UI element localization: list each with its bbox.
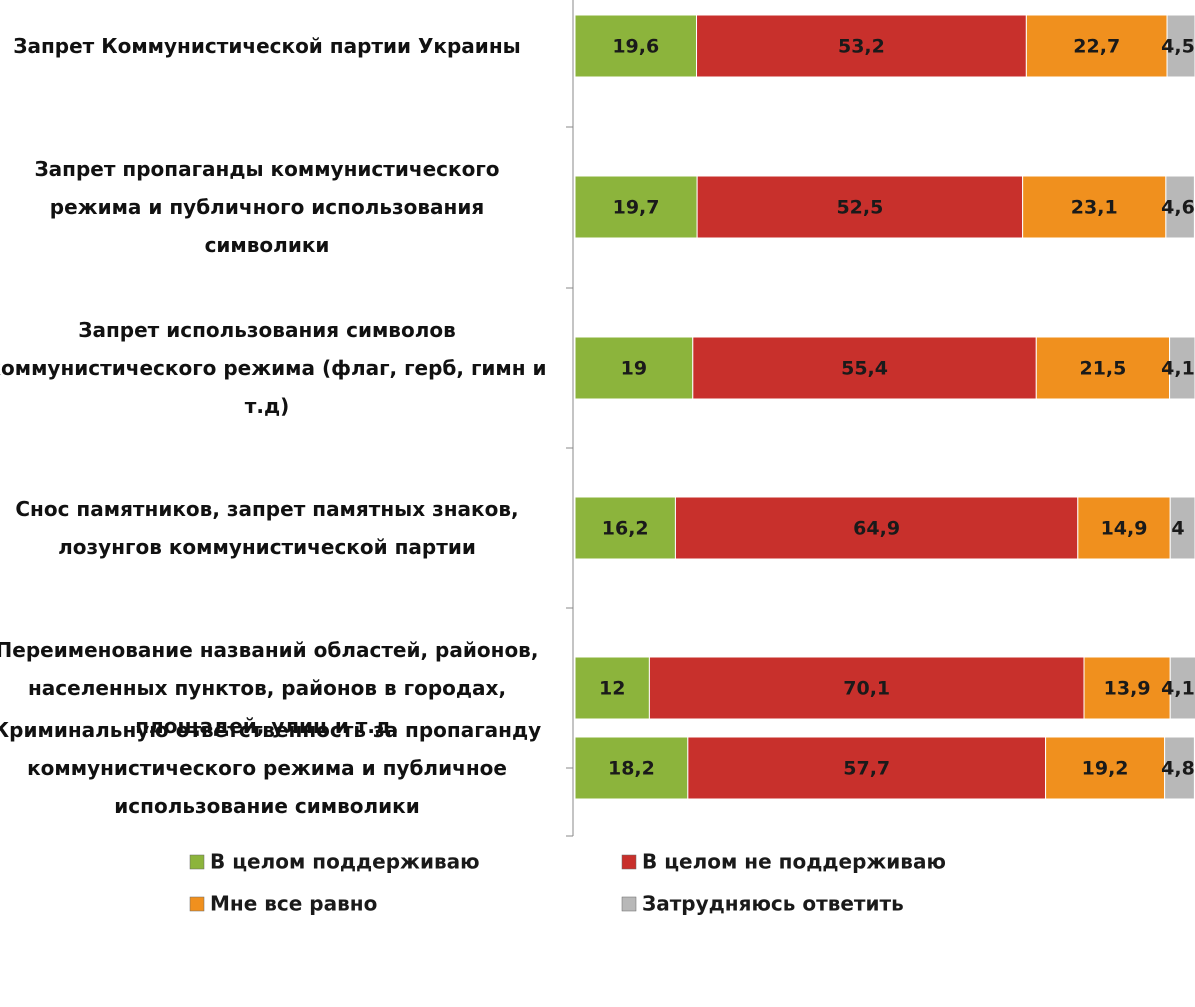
legend-swatch bbox=[621, 896, 637, 912]
value-label: 70,1 bbox=[843, 678, 890, 700]
category-label: Криминальную ответственность за пропаган… bbox=[0, 718, 542, 818]
legend-label: В целом поддерживаю bbox=[210, 850, 480, 874]
value-label: 4,8 bbox=[1161, 758, 1195, 780]
bar-segment bbox=[574, 496, 676, 560]
value-label: 64,9 bbox=[853, 518, 900, 540]
value-label: 22,7 bbox=[1073, 36, 1120, 58]
bar-segment bbox=[574, 736, 689, 800]
value-label: 4,1 bbox=[1161, 358, 1195, 380]
value-label: 4,5 bbox=[1161, 36, 1195, 58]
bar-segment bbox=[1035, 336, 1171, 400]
legend-swatch bbox=[189, 854, 205, 870]
bar-segment bbox=[1169, 656, 1195, 720]
legend-swatch bbox=[621, 854, 637, 870]
bar-segment bbox=[1164, 736, 1195, 800]
category-label: Запрет Коммунистической партии Украины bbox=[13, 34, 521, 58]
bar-segment bbox=[1169, 336, 1195, 400]
category-label: Переименование названий областей, районо… bbox=[0, 638, 539, 738]
value-label: 4,1 bbox=[1161, 678, 1195, 700]
value-label: 55,4 bbox=[841, 358, 888, 380]
legend-label: В целом не поддерживаю bbox=[642, 850, 946, 874]
value-label: 19,2 bbox=[1082, 758, 1129, 780]
bar-segment bbox=[1083, 656, 1171, 720]
bar-segment bbox=[1025, 14, 1168, 78]
bar-segment bbox=[574, 14, 698, 78]
category-label: Запрет использования символов коммунисти… bbox=[0, 318, 547, 418]
value-label: 19,6 bbox=[612, 36, 659, 58]
bar-segment bbox=[1165, 175, 1195, 239]
value-label: 12 bbox=[599, 678, 625, 700]
bar-segment bbox=[648, 656, 1085, 720]
value-label: 19,7 bbox=[613, 197, 660, 219]
value-label: 13,9 bbox=[1104, 678, 1151, 700]
value-label: 52,5 bbox=[836, 197, 883, 219]
bar-segment bbox=[1022, 175, 1167, 239]
value-label: 18,2 bbox=[608, 758, 655, 780]
bar-segment bbox=[687, 736, 1047, 800]
bar-segment bbox=[574, 336, 694, 400]
legend-label: Мне все равно bbox=[210, 892, 377, 916]
bar-segment bbox=[1166, 14, 1195, 78]
category-label: Запрет пропаганды коммунистического режи… bbox=[34, 157, 500, 257]
bar-segment bbox=[696, 175, 1024, 239]
legend-label: Затрудняюсь ответить bbox=[642, 892, 904, 916]
value-label: 57,7 bbox=[843, 758, 890, 780]
value-label: 4 bbox=[1171, 518, 1184, 540]
bar-segment bbox=[696, 14, 1027, 78]
bar-segment bbox=[574, 175, 698, 239]
value-label: 19 bbox=[621, 358, 647, 380]
bar-segment bbox=[674, 496, 1079, 560]
value-label: 16,2 bbox=[602, 518, 649, 540]
value-label: 23,1 bbox=[1071, 197, 1118, 219]
category-label: Снос памятников, запрет памятных знаков,… bbox=[15, 497, 519, 559]
value-label: 14,9 bbox=[1101, 518, 1148, 540]
bar-segment bbox=[574, 656, 650, 720]
legend-swatch bbox=[189, 896, 205, 912]
bar-segment bbox=[1077, 496, 1171, 560]
value-label: 21,5 bbox=[1079, 358, 1126, 380]
bar-segment bbox=[692, 336, 1037, 400]
value-label: 4,6 bbox=[1161, 197, 1195, 219]
value-label: 53,2 bbox=[838, 36, 885, 58]
